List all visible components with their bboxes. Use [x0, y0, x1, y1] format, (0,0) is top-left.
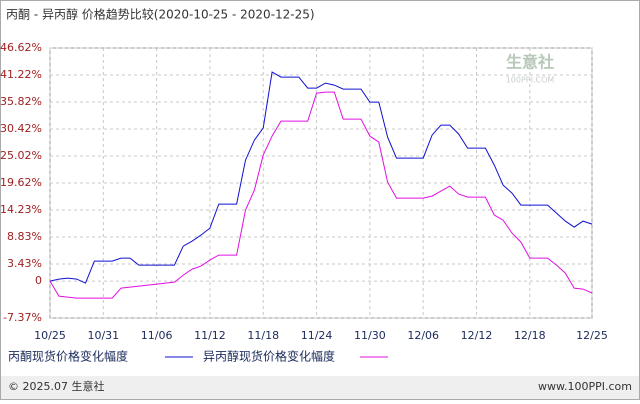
x-tick-label: 11/12	[194, 329, 226, 342]
legend-label: 异丙醇现货价格变化幅度	[203, 349, 335, 364]
x-tick-label: 11/30	[354, 329, 386, 342]
chart-title: 丙酮 - 异丙醇 价格趋势比较(2020-10-25 - 2020-12-25)	[6, 7, 315, 22]
series-line	[49, 71, 593, 284]
x-tick-label: 11/24	[301, 329, 333, 342]
x-tick-label: 11/06	[141, 329, 173, 342]
y-tick-label: 0	[35, 274, 42, 287]
y-tick-label: 30.42%	[0, 122, 42, 135]
y-tick-label: 3.43%	[7, 257, 42, 270]
y-tick-label: -7.37%	[3, 311, 42, 324]
footer-right: www.100PPI.com	[538, 380, 632, 393]
series-line	[49, 91, 593, 299]
y-tick-label: 25.02%	[0, 149, 42, 162]
footer-left: © 2025.07 生意社	[8, 379, 104, 393]
x-tick-label: 12/25	[576, 329, 608, 342]
legend-label: 丙酮现货价格变化幅度	[8, 349, 128, 364]
x-tick-label: 12/12	[461, 329, 493, 342]
y-tick-label: 41.22%	[0, 68, 42, 81]
x-tick-label: 12/18	[514, 329, 546, 342]
x-tick-label: 11/18	[247, 329, 279, 342]
y-tick-label: 14.23%	[0, 203, 42, 216]
y-tick-label: 46.62%	[0, 41, 42, 54]
y-tick-label: 8.83%	[7, 230, 42, 243]
y-tick-label: 19.62%	[0, 176, 42, 189]
y-tick-label: 35.82%	[0, 95, 42, 108]
x-tick-label: 12/06	[407, 329, 439, 342]
x-tick-label: 10/25	[34, 329, 66, 342]
footer-bar	[1, 376, 639, 399]
x-tick-label: 10/31	[87, 329, 119, 342]
